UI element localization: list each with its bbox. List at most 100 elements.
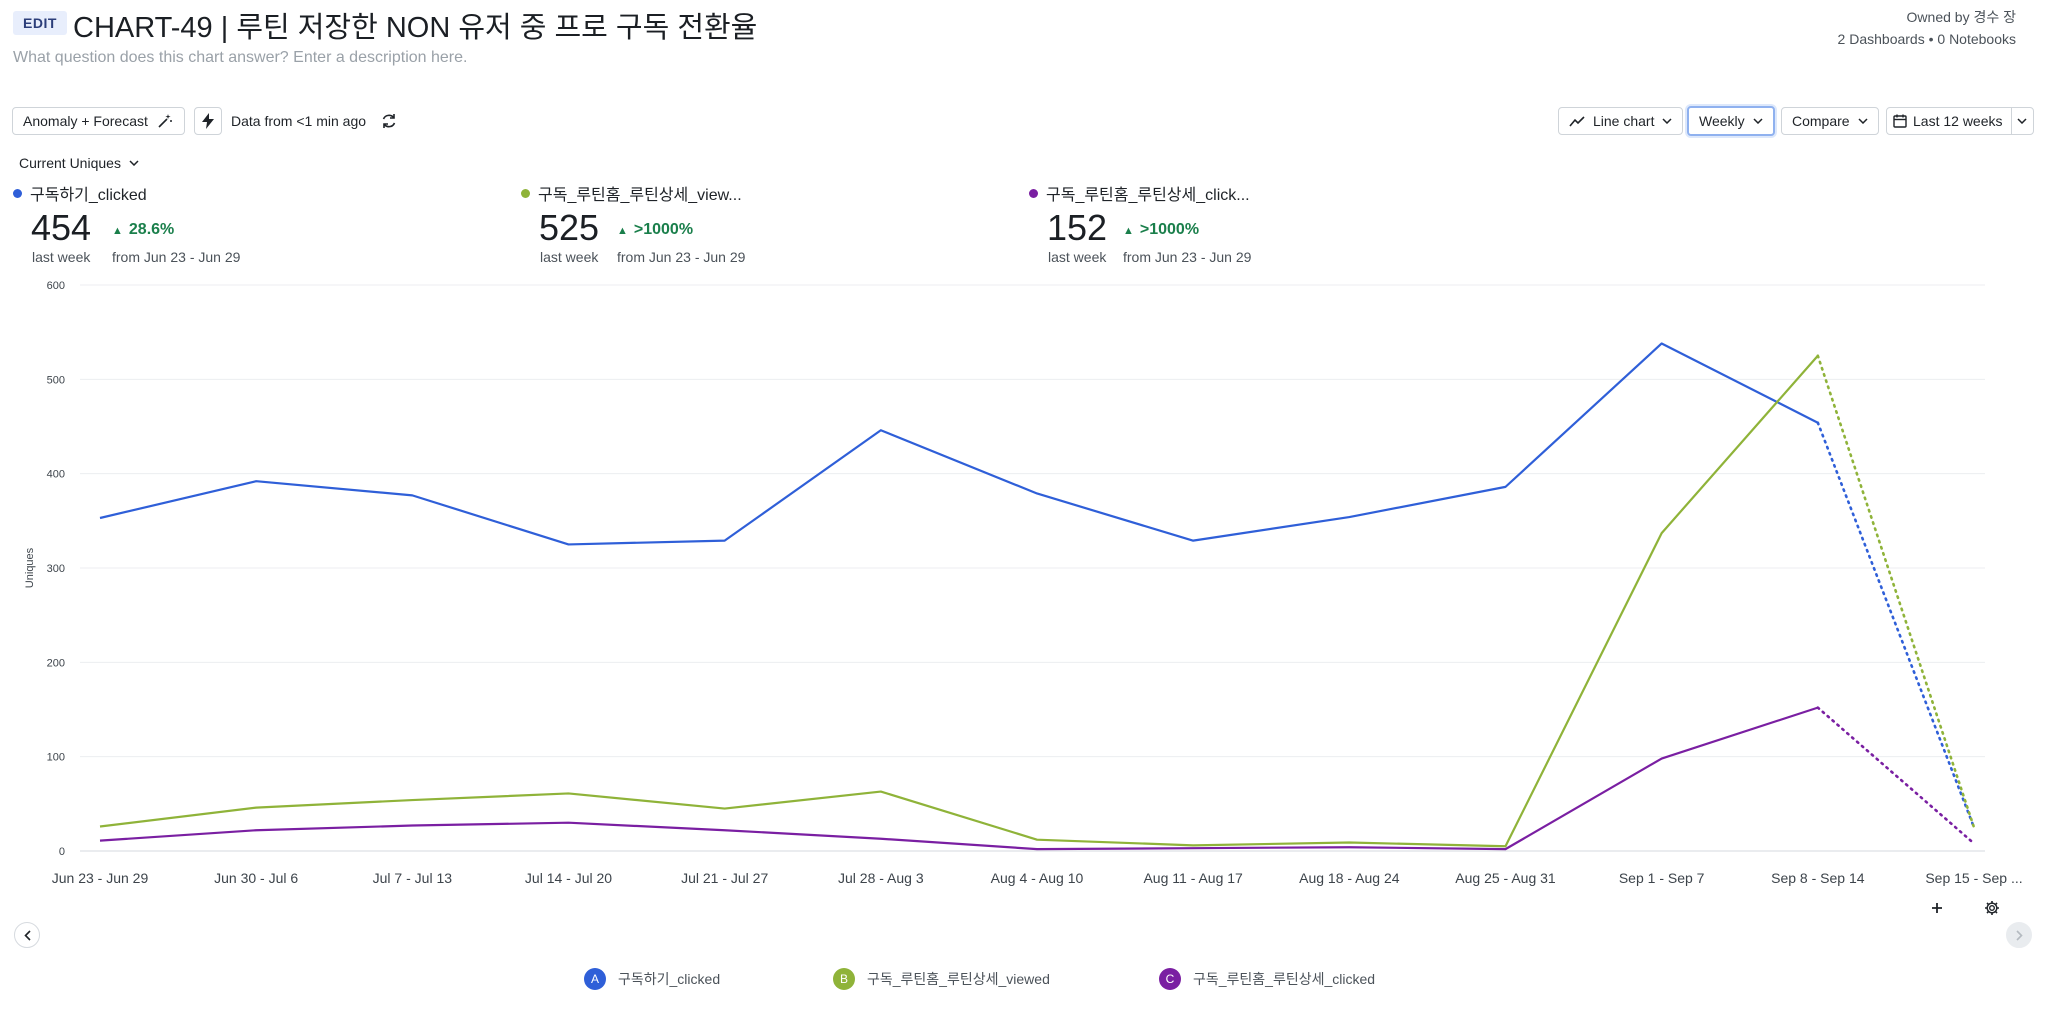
- up-arrow-icon: ▲: [112, 225, 123, 237]
- divider: [2010, 108, 2011, 134]
- legend-item-b[interactable]: B 구독_루틴홈_루틴상세_viewed: [833, 968, 1050, 990]
- chevron-down-icon: [2017, 118, 2027, 124]
- legend-item-a[interactable]: A 구독하기_clicked: [584, 968, 720, 990]
- x-tick-label: Aug 18 - Aug 24: [1299, 870, 1400, 886]
- summary-card-c[interactable]: 구독_루틴홈_루틴상세_click... 152 last week ▲ >100…: [1029, 181, 1251, 265]
- series-color-dot: [13, 188, 22, 198]
- x-tick-label: Jul 21 - Jul 27: [681, 870, 768, 886]
- chevron-right-icon: [2015, 929, 2023, 941]
- x-tick-label: Aug 25 - Aug 31: [1455, 870, 1556, 886]
- summary-delta: ▲ >1000%: [617, 221, 693, 239]
- y-tick-label: 200: [47, 657, 65, 669]
- x-tick-label: Jun 30 - Jul 6: [214, 870, 298, 886]
- x-tick-label: Jul 14 - Jul 20: [525, 870, 612, 886]
- chart-type-label: Line chart: [1593, 113, 1655, 129]
- series-color-dot: [521, 188, 530, 198]
- series-line-incomplete: [1816, 354, 1976, 829]
- summary-from: from Jun 23 - Jun 29: [112, 249, 241, 265]
- summary-period: last week: [32, 249, 91, 265]
- chevron-down-icon: [1753, 118, 1763, 124]
- refresh-icon[interactable]: [380, 112, 398, 130]
- y-tick-label: 600: [47, 280, 65, 292]
- metric-selector[interactable]: Current Uniques: [19, 155, 139, 171]
- legend-badge: B: [833, 968, 855, 990]
- x-tick-label: Jun 23 - Jun 29: [52, 870, 149, 886]
- chevron-down-icon: [1858, 118, 1868, 124]
- x-tick-label: Sep 8 - Sep 14: [1771, 870, 1865, 886]
- series-line: [99, 355, 1819, 848]
- summary-name-row: 구독_루틴홈_루틴상세_view...: [521, 181, 742, 205]
- legend-scroll-left-button[interactable]: [14, 922, 40, 948]
- y-tick-label: 500: [47, 374, 65, 386]
- summary-name: 구독_루틴홈_루틴상세_view...: [538, 187, 742, 204]
- up-arrow-icon: ▲: [1123, 225, 1134, 237]
- y-tick-label: 100: [47, 752, 65, 764]
- plus-icon: [1931, 902, 1943, 914]
- summary-name-row: 구독하기_clicked: [13, 181, 147, 205]
- lightning-icon: [201, 113, 215, 129]
- owner-label: Owned by 경수 장: [1906, 9, 2016, 25]
- series-line-incomplete: [1816, 706, 1976, 845]
- up-arrow-icon: ▲: [617, 225, 628, 237]
- x-tick-label: Jul 28 - Aug 3: [838, 870, 924, 886]
- page-title[interactable]: CHART-49 | 루틴 저장한 NON 유저 중 프로 구독 전환율: [73, 12, 758, 44]
- legend-label: 구독_루틴홈_루틴상세_viewed: [867, 971, 1050, 987]
- line-chart-icon: [1569, 115, 1585, 127]
- legend-label: 구독_루틴홈_루틴상세_clicked: [1193, 971, 1376, 987]
- summary-name-row: 구독_루틴홈_루틴상세_click...: [1029, 181, 1250, 205]
- summary-name: 구독_루틴홈_루틴상세_click...: [1046, 187, 1250, 204]
- summary-delta-value: 28.6%: [128, 221, 175, 238]
- data-freshness-label: Data from <1 min ago: [231, 113, 367, 129]
- legend-scroll-right-button[interactable]: [2006, 922, 2032, 948]
- y-axis-label: Uniques: [24, 547, 36, 588]
- x-tick-label: Sep 15 - Sep ...: [1925, 870, 2022, 886]
- series-line-incomplete: [1816, 421, 1976, 829]
- anomaly-forecast-label: Anomaly + Forecast: [23, 113, 148, 129]
- series-line: [99, 342, 1819, 546]
- legend-label: 구독하기_clicked: [618, 971, 721, 987]
- owner-info: Owned by 경수 장 2 Dashboards • 0 Notebooks: [1838, 6, 2016, 50]
- summary-value: 454: [31, 207, 92, 248]
- date-range-label: Last 12 weeks: [1913, 113, 2003, 129]
- summary-value: 152: [1047, 207, 1108, 248]
- summary-value: 525: [539, 207, 600, 248]
- series-line: [99, 706, 1819, 851]
- summary-delta: ▲ 28.6%: [112, 221, 174, 239]
- summary-delta: ▲ >1000%: [1123, 221, 1199, 239]
- calendar-icon: [1893, 114, 1907, 128]
- edit-badge[interactable]: EDIT: [13, 11, 67, 35]
- refresh-query-button[interactable]: [194, 107, 222, 135]
- chart-settings-button[interactable]: [1980, 896, 2004, 920]
- y-tick-label: 0: [59, 846, 65, 858]
- legend-item-c[interactable]: C 구독_루틴홈_루틴상세_clicked: [1159, 968, 1375, 990]
- summary-name: 구독하기_clicked: [30, 187, 147, 204]
- date-range-dropdown[interactable]: Last 12 weeks: [1886, 107, 2034, 135]
- x-tick-label: Aug 4 - Aug 10: [991, 870, 1084, 886]
- y-tick-label: 400: [47, 469, 65, 481]
- legend-badge: A: [584, 968, 606, 990]
- x-tick-label: Sep 1 - Sep 7: [1619, 870, 1705, 886]
- legend-badge: C: [1159, 968, 1181, 990]
- compare-dropdown[interactable]: Compare: [1781, 107, 1879, 135]
- compare-label: Compare: [1792, 113, 1850, 129]
- summary-from: from Jun 23 - Jun 29: [1123, 249, 1252, 265]
- gear-icon: [1984, 900, 2000, 916]
- summary-from: from Jun 23 - Jun 29: [617, 249, 746, 265]
- summary-card-b[interactable]: 구독_루틴홈_루틴상세_view... 525 last week ▲ >1000…: [521, 181, 745, 265]
- dashboards-notebooks-count[interactable]: 2 Dashboards • 0 Notebooks: [1837, 31, 2016, 47]
- summary-period: last week: [540, 249, 599, 265]
- x-tick-label: Aug 11 - Aug 17: [1143, 870, 1243, 886]
- x-tick-label: Jul 7 - Jul 13: [373, 870, 453, 886]
- chevron-down-icon: [1662, 118, 1673, 124]
- chevron-down-icon: [129, 160, 139, 166]
- interval-dropdown[interactable]: Weekly: [1687, 106, 1775, 136]
- add-annotation-button[interactable]: [1925, 896, 1949, 920]
- anomaly-forecast-button[interactable]: Anomaly + Forecast: [12, 107, 185, 135]
- line-chart[interactable]: 0 100 200 300 400 500 600 Uniques Jun 23 - Jun 2…: [0, 270, 2048, 890]
- summary-card-a[interactable]: 구독하기_clicked 454 last week ▲ 28.6% from J…: [13, 181, 240, 265]
- summary-delta-value: >1000%: [633, 221, 694, 238]
- summary-period: last week: [1048, 249, 1107, 265]
- y-tick-label: 300: [47, 563, 65, 575]
- description-input[interactable]: What question does this chart answer? En…: [13, 49, 468, 66]
- chart-type-dropdown[interactable]: Line chart: [1558, 107, 1684, 135]
